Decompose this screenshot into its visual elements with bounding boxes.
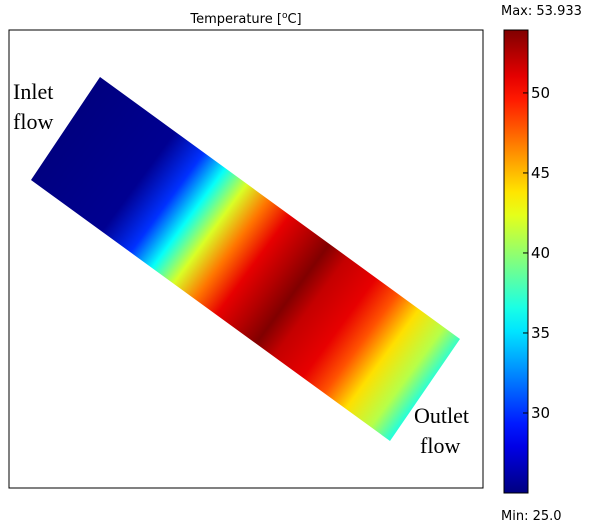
inlet-label-line1: Inlet [13,79,53,104]
colorbar-max-label: Max: 53.933 [501,4,582,19]
colorbar-tick-label: 50 [531,84,550,102]
inlet-label-line2: flow [13,109,53,134]
outlet-label-line2: flow [420,433,460,458]
colorbar [503,29,529,494]
colorbar-tick-label: 30 [531,404,550,422]
colorbar-tick-label: 35 [531,324,550,342]
colorbar-tick-label: 40 [531,244,550,262]
chart-title: Temperature [oC] [189,11,301,27]
colorbar-min-label: Min: 25.0 [501,509,562,524]
colorbar-ticks: 30 35 40 45 50 [523,84,550,422]
temperature-domain [31,77,460,441]
colorbar-tick-label: 45 [531,164,550,182]
outlet-label-line1: Outlet [414,403,469,428]
